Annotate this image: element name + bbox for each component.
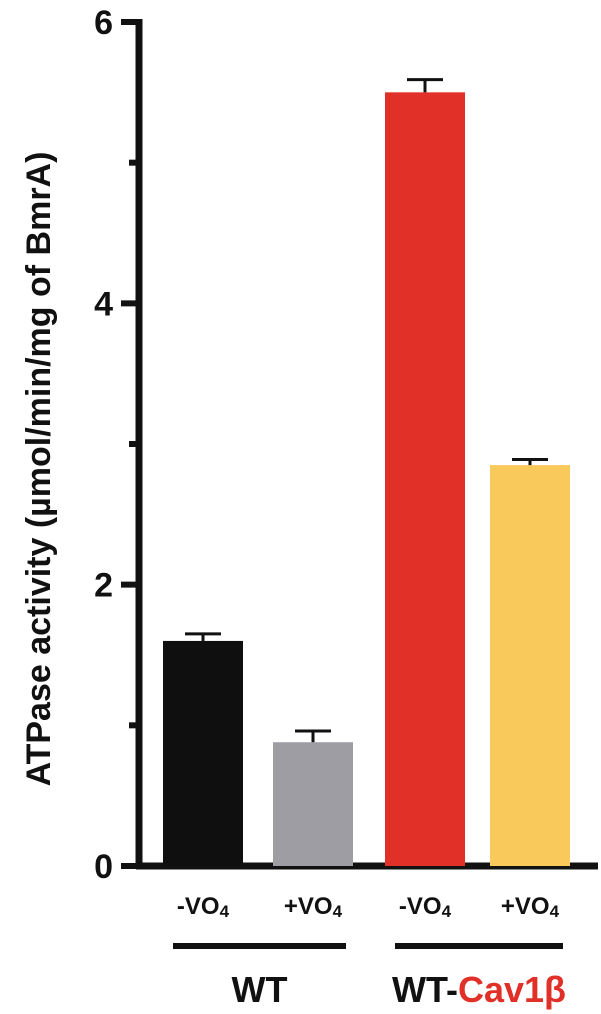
y-tick-label: 6 [94, 4, 113, 42]
y-axis-title: ATPase activity (µmol/min/mg of BmrA) [20, 152, 58, 787]
y-tick-label: 4 [94, 285, 113, 323]
group-labels: WT WT-Cav1β [173, 943, 566, 1010]
y-tick-label: 2 [94, 567, 113, 605]
bar [273, 742, 353, 866]
bar [163, 640, 243, 866]
group-label: WT [232, 969, 288, 1010]
category-label: -VO4 [177, 893, 230, 921]
y-axis: 0 2 4 6 [94, 4, 143, 886]
y-tick-label: 0 [94, 848, 113, 886]
category-label: +VO4 [284, 893, 343, 921]
bar [385, 92, 465, 867]
category-label: -VO4 [399, 893, 452, 921]
group-label: WT-Cav1β [392, 969, 566, 1010]
bars-group [163, 78, 570, 867]
bar [490, 465, 570, 866]
category-label: +VO4 [501, 893, 560, 921]
category-labels: -VO4 +VO4 -VO4 +VO4 [177, 893, 560, 921]
